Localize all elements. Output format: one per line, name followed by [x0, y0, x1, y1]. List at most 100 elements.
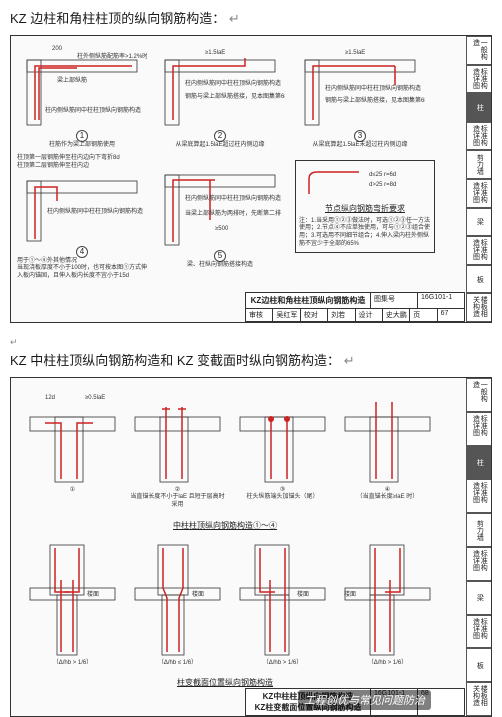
- anno-top: 柱外侧纵筋配筋率>1.2%时分两批截断: [77, 52, 147, 60]
- detail-1-svg: 200 柱外侧纵筋配筋率>1.2%时分两批截断 梁上部纵筋 柱内侧纵筋同中柱柱顶…: [17, 40, 147, 130]
- num5: 5: [214, 250, 226, 262]
- cond1: （Δ/hb > 1/6）: [25, 660, 120, 668]
- req1: d≤25 r=6d: [369, 172, 396, 178]
- tab: 标准构造详图: [466, 547, 492, 581]
- tab: 标准构造详图: [466, 122, 492, 151]
- cond3: （Δ/hb > 1/6）: [235, 660, 330, 668]
- dim15a: ≥1.5laE: [205, 50, 225, 56]
- num4: 4: [76, 246, 88, 258]
- drawing-2: 12d ≥0.5laE ① ② 当直锚长度不小于laE 且短于层高时采用: [10, 377, 492, 717]
- side-tabs-1: 一般构造 标准构造详图 柱 标准构造详图 剪力墙 标准构造详图 梁 标准构造详图…: [466, 36, 492, 322]
- floor2: 楼面: [192, 590, 204, 598]
- num2: 2: [214, 130, 226, 142]
- note3: 从梁底算起1.5laE未超过柱内侧边缘: [295, 142, 425, 150]
- tb-c: 校对: [301, 309, 328, 321]
- detail-3-svg: ≥1.5laE 柱内侧纵筋同中柱柱顶纵向钢筋构造 钢筋与梁上部纵筋搭接，见本图集…: [295, 40, 425, 130]
- detail-area-2: 12d ≥0.5laE ① ② 当直锚长度不小于laE 且短于层高时采用: [15, 382, 461, 686]
- mid-3-svg: [235, 387, 330, 487]
- anno5a: 柱内侧纵筋同中柱柱顶纵向钢筋构造: [185, 194, 281, 202]
- dim15b: ≥1.5laE: [345, 50, 365, 56]
- dim-05lae: ≥0.5laE: [85, 395, 105, 401]
- watermark: 工程创优与常见问题防治: [298, 690, 431, 710]
- var-1-svg: 楼面: [25, 540, 120, 660]
- num3: 3: [354, 130, 366, 142]
- anno2a: 柱内侧纵筋同中柱柱顶纵向钢筋构造: [185, 79, 281, 87]
- tab: 剪力墙: [466, 513, 492, 547]
- sub1: 中柱柱顶纵向钢筋构造①～④: [115, 520, 335, 531]
- tab: 一般构造: [466, 378, 492, 412]
- num1: 1: [76, 130, 88, 142]
- tab: 标准构造详图: [466, 479, 492, 513]
- req-title: 节点纵向钢筋弯折要求: [299, 204, 431, 214]
- tab-active: 柱: [466, 93, 492, 122]
- cond2: （Δ/hb ≤ 1/6）: [130, 660, 225, 668]
- tb-main: KZ边柱和角柱柱顶纵向钢筋构造: [246, 293, 371, 308]
- tb-f: 史大鹏: [383, 309, 410, 321]
- anno4a: 柱内侧纵筋同中柱柱顶纵向钢筋构造: [47, 207, 143, 215]
- dim-200: 200: [52, 46, 63, 52]
- note2: 从梁底算起1.5laE超过柱内侧边缘: [155, 142, 285, 150]
- anno-m3: （当直锚长度≥laE 时）: [340, 494, 435, 502]
- section1-title: KZ 边柱和角柱柱顶的纵向钢筋构造： ↵: [10, 8, 492, 27]
- anno5b: 当梁上部纵筋为两排时，先断第二排: [185, 209, 281, 217]
- tab: 一般构造: [466, 36, 492, 65]
- dim500: ≥500: [215, 226, 229, 232]
- note1: 柱筋作为梁上部钢筋使用: [17, 142, 147, 150]
- anno3a: 柱内侧纵筋同中柱柱顶纵向钢筋构造: [325, 84, 421, 92]
- tab: 板: [466, 648, 492, 682]
- drawing-1: 200 柱外侧纵筋配筋率>1.2%时分两批截断 梁上部纵筋 柱内侧纵筋同中柱柱顶…: [10, 35, 492, 323]
- tab: 标准构造详图: [466, 236, 492, 265]
- tb-code-label: 图集号: [371, 293, 418, 308]
- tb-page-label: 页: [410, 309, 437, 321]
- tab-active: 柱: [466, 446, 492, 480]
- anno-inner: 柱内侧纵筋同中柱柱顶纵向钢筋构造: [45, 106, 141, 114]
- note5: 梁、柱纵向钢筋搭接构造: [155, 262, 285, 270]
- anno2b: 钢筋与梁上部纵筋搭接，见本图集第68页: [185, 92, 285, 100]
- anno6: 柱顶第一层钢筋伸至柱内边向下弯折8d: [17, 155, 147, 163]
- tab: 标准构造详图: [466, 412, 492, 446]
- detail-area-1: 200 柱外侧纵筋配筋率>1.2%时分两批截断 梁上部纵筋 柱内侧纵筋同中柱柱顶…: [15, 40, 461, 292]
- dim-12d: 12d: [45, 395, 55, 401]
- floor3: 楼面: [297, 590, 309, 598]
- tab: 梁: [466, 581, 492, 615]
- bend-req-svg: d≤25 r=6d d>25 r=8d: [299, 164, 429, 204]
- tb-e: 设计: [356, 309, 383, 321]
- tb-page: 67: [438, 309, 464, 321]
- note8: 当现浇板厚度不小于100时，也可按本图①方式伸入板内锚固，且伸入板内长度不宜小于…: [17, 265, 147, 281]
- sub2: 柱变截面位置纵向钢筋构造: [115, 677, 335, 688]
- cond4: （Δ/hb > 1/6）: [340, 660, 435, 668]
- tab: 楼板相关构造: [466, 682, 492, 716]
- mid-1-svg: 12d ≥0.5laE: [25, 387, 120, 487]
- detail-4-svg: 柱内侧纵筋同中柱柱顶纵向钢筋构造: [17, 171, 147, 246]
- side-tabs-2: 一般构造 标准构造详图 柱 标准构造详图 剪力墙 标准构造详图 梁 标准构造详图…: [466, 378, 492, 716]
- tab: 板: [466, 265, 492, 294]
- cursor-mark2: ↵: [344, 353, 355, 368]
- tab: 标准构造详图: [466, 179, 492, 208]
- floor4: 楼面: [344, 590, 356, 598]
- req2: d>25 r=8d: [369, 182, 396, 188]
- detail-2-svg: ≥1.5laE 柱内侧纵筋同中柱柱顶纵向钢筋构造 钢筋与梁上部纵筋搭接，见本图集…: [155, 40, 285, 130]
- anno-beam: 梁上部纵筋: [57, 76, 87, 84]
- mid-4-svg: [340, 387, 435, 487]
- req-notes: 注：1.当采用①②③做法时，可选①②③任一方法使用；2.节点④不应单独使用，可与…: [299, 218, 431, 249]
- floor1: 楼面: [87, 590, 99, 598]
- var-3-svg: 楼面: [235, 540, 330, 660]
- tab: 标准构造详图: [466, 65, 492, 94]
- cursor-mid: ↵: [10, 337, 492, 348]
- tab: 楼板相关构造: [466, 293, 492, 322]
- tab: 梁: [466, 208, 492, 237]
- title-block-1: KZ边柱和角柱柱顶纵向钢筋构造 图集号 16G101-1 审核 吴红军 校对 刘…: [245, 292, 465, 322]
- tb-code: 16G101-1: [418, 293, 464, 308]
- var-4-svg: 楼面: [340, 540, 435, 660]
- title1-text: KZ 边柱和角柱柱顶的纵向钢筋构造：: [10, 11, 225, 26]
- anno-m1: 当直锚长度不小于laE 且短于层高时采用: [130, 494, 225, 510]
- nn1: ①: [25, 487, 120, 494]
- tb-d: 刘若: [328, 309, 355, 321]
- tab: 剪力墙: [466, 150, 492, 179]
- anno-m2: 柱头纵筋端头加锚头（尾）: [235, 494, 330, 502]
- anno7: 柱顶第二层钢筋伸至柱内边: [17, 163, 147, 171]
- anno3b: 钢筋与梁上部纵筋搭接，见本图集第68页: [325, 96, 425, 104]
- title2-text: KZ 中柱柱顶纵向钢筋构造和 KZ 变截面时纵向钢筋构造：: [10, 353, 340, 368]
- cursor-mark1: ↵: [229, 11, 240, 26]
- tb-b: 吴红军: [273, 309, 300, 321]
